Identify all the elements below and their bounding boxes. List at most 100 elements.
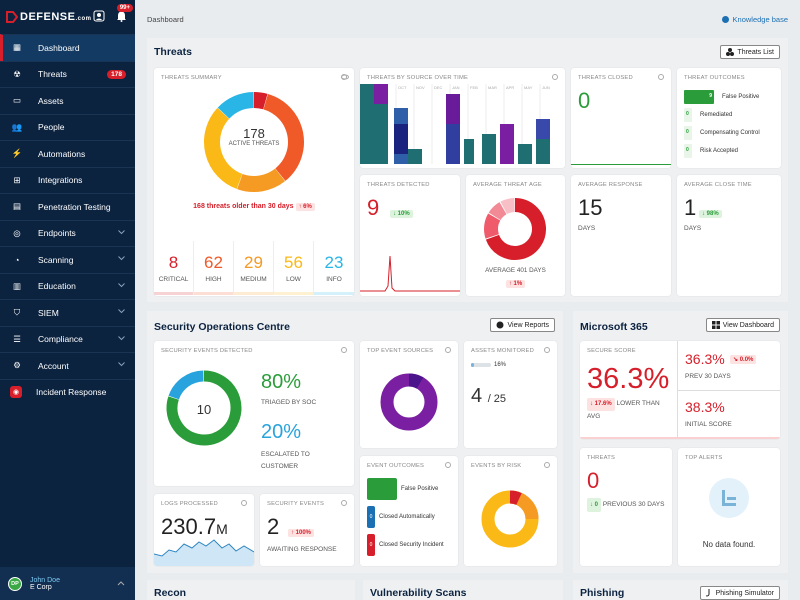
logs-processed-card: LOGS PROCESSED 230.7M <box>154 494 254 566</box>
outcome-label: Remediated <box>700 112 733 118</box>
severity-count: 62 <box>204 253 223 272</box>
card-title: SECURE SCORE <box>587 348 636 354</box>
info-icon[interactable] <box>341 500 347 506</box>
card-title: THREATS BY SOURCE OVER TIME <box>367 75 469 81</box>
threat-outcome-item[interactable]: 0 Risk Accepted <box>684 144 738 158</box>
sidebar-item-threats[interactable]: ☢ Threats 178 <box>0 60 135 88</box>
severity-high[interactable]: 62 HIGH <box>194 241 234 295</box>
knowledge-base-link[interactable]: Knowledge base <box>721 15 788 24</box>
age-slice <box>485 198 546 260</box>
info-icon[interactable] <box>341 347 347 353</box>
logs-unit: M <box>216 521 228 537</box>
source-bar[interactable] <box>374 84 388 104</box>
info-icon[interactable] <box>552 74 558 80</box>
severity-label: MEDIUM <box>240 276 267 283</box>
threats-list-button[interactable]: Threats List <box>720 45 780 59</box>
threat-outcome-item[interactable]: 0 Compensating Control <box>684 126 760 140</box>
hook-icon <box>705 589 710 597</box>
average-close-time-card: AVERAGE CLOSE TIME 1 ↓ 98% DAYS <box>677 175 781 296</box>
sidebar: DEFENSE.com 99+ ▦ Dashboard ☢ Threats 178 ▭ As… <box>0 0 135 600</box>
triaged-label: TRIAGED BY SOC <box>261 399 317 406</box>
sidebar-item-account[interactable]: ⚙ Account <box>0 352 135 379</box>
source-bar[interactable] <box>536 139 550 164</box>
triaged-slice <box>166 370 242 446</box>
info-icon[interactable] <box>658 74 664 80</box>
severity-medium[interactable]: 29 MEDIUM <box>234 241 274 295</box>
prev-score-value: 36.3% <box>685 351 725 367</box>
severity-critical[interactable]: 8 CRITICAL <box>154 241 194 295</box>
secure-score-label: LOWER THAN AVG <box>587 400 660 420</box>
logo[interactable]: DEFENSE.com 99+ <box>0 0 135 34</box>
assets-total: / 25 <box>487 393 507 405</box>
event-outcome-item[interactable]: False Positive <box>367 478 438 500</box>
sidebar-item-penetration-testing[interactable]: ▤ Penetration Testing <box>0 193 135 220</box>
active-threats-label: ACTIVE THREATS <box>228 141 280 147</box>
source-bar[interactable] <box>408 149 422 164</box>
sec-events-label: AWAITING RESPONSE <box>267 546 337 553</box>
m365-threats-delta: ↓ 0 <box>587 498 602 512</box>
threat-outcome-item[interactable]: 9 False Positive <box>684 90 759 104</box>
chevron-down-icon <box>118 229 125 234</box>
source-bar[interactable] <box>464 139 474 164</box>
user-profile-icon[interactable] <box>91 8 107 24</box>
average-close-unit: DAYS <box>684 225 702 232</box>
phishing-simulator-button[interactable]: Phishing Simulator <box>699 586 780 600</box>
view-reports-button[interactable]: View Reports <box>490 318 555 332</box>
card-title: THREATS <box>587 455 616 461</box>
sidebar-item-dashboard[interactable]: ▦ Dashboard <box>0 34 135 61</box>
user-menu[interactable]: DP John Doe E Corp <box>0 567 135 600</box>
event-outcome-item[interactable]: 0 Closed Security Incident <box>367 534 444 556</box>
escalated-percent: 20% <box>261 421 302 443</box>
chevron-down-icon <box>118 256 125 261</box>
biohazard-icon: ☢ <box>13 68 21 79</box>
source-bar[interactable] <box>374 104 388 164</box>
source-bar[interactable] <box>482 134 496 164</box>
source-bar[interactable] <box>446 124 460 164</box>
security-events-count: 10 <box>196 402 212 417</box>
info-icon[interactable] <box>445 462 451 468</box>
source-bar[interactable] <box>394 124 408 154</box>
info-icon[interactable] <box>241 500 247 506</box>
bell-icon[interactable]: 99+ <box>113 4 133 24</box>
user-name: John Doe <box>30 576 60 584</box>
card-title: SECURITY EVENTS <box>267 501 325 507</box>
sidebar-item-endpoints[interactable]: ◎ Endpoints <box>0 219 135 247</box>
event-outcome-item[interactable]: 0 Closed Automatically <box>367 506 435 528</box>
severity-label: LOW <box>286 276 301 283</box>
sidebar-item-siem[interactable]: ⛉ SIEM <box>0 299 135 326</box>
breadcrumb: Dashboard <box>147 14 184 24</box>
eye-icon[interactable] <box>341 74 349 80</box>
assets-percent: 16% <box>494 362 507 368</box>
outcome-label: Closed Automatically <box>379 514 435 520</box>
info-icon[interactable] <box>544 347 550 353</box>
sidebar-item-label: Scanning <box>38 254 74 265</box>
source-bar[interactable] <box>360 84 374 164</box>
sidebar-item-assets[interactable]: ▭ Assets <box>0 87 135 114</box>
threats-section: Threats Threats List THREATS SUMMARY 178… <box>147 38 788 302</box>
card-title: ASSETS MONITORED <box>471 348 535 354</box>
card-title: EVENT OUTCOMES <box>367 463 425 469</box>
view-dashboard-button[interactable]: View Dashboard <box>705 318 780 332</box>
month-label: OCT <box>398 85 407 90</box>
help-icon <box>721 15 729 23</box>
sidebar-item-education[interactable]: ▥ Education <box>0 272 135 300</box>
severity-low[interactable]: 56 LOW <box>274 241 314 295</box>
sidebar-item-scanning[interactable]: ◔ Scanning <box>0 246 135 273</box>
sidebar-item-incident-response[interactable]: ◉ Incident Response <box>0 378 135 406</box>
sidebar-item-integrations[interactable]: ⊞ Integrations <box>0 166 135 194</box>
age-slice <box>484 213 501 239</box>
chevron-up-icon[interactable] <box>117 580 125 586</box>
sidebar-item-automations[interactable]: ⚡ Automations <box>0 140 135 167</box>
sec-events-value: 2 <box>267 514 280 539</box>
month-label: MAY <box>524 85 533 90</box>
source-bar[interactable] <box>518 144 532 164</box>
info-icon[interactable] <box>544 462 550 468</box>
source-bar[interactable] <box>500 124 514 164</box>
severity-info[interactable]: 23 INFO <box>314 241 354 295</box>
threat-outcome-item[interactable]: 0 Remediated <box>684 108 732 122</box>
severity-count: 29 <box>244 253 263 272</box>
donut-slice-info <box>217 92 255 119</box>
sidebar-item-compliance[interactable]: ☰ Compliance <box>0 325 135 353</box>
info-icon[interactable] <box>445 347 451 353</box>
sidebar-item-people[interactable]: 👥 People <box>0 113 135 141</box>
